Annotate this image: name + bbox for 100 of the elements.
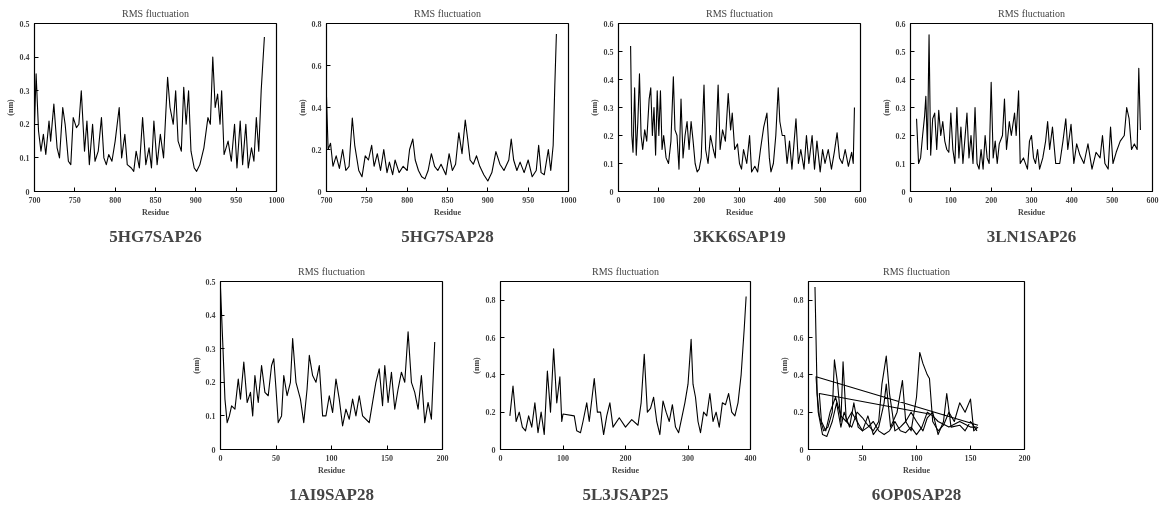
x-tick-label: 700	[320, 195, 333, 205]
x-tick-label: 950	[522, 195, 535, 205]
x-tick-label: 100	[652, 195, 665, 205]
x-axis-title: Residue	[433, 207, 462, 217]
chart-title: RMS fluctuation	[998, 7, 1065, 19]
text: 5HG7SAP28	[401, 226, 494, 246]
y-tick-label: 0.5	[895, 47, 906, 57]
x-axis-title: Residue	[902, 465, 931, 475]
x-tick-label: 100	[325, 453, 338, 463]
y-tick-label: 0.4	[311, 103, 322, 113]
x-axis-title: Residue	[141, 207, 170, 217]
y-axis-title: (nm)	[471, 356, 481, 374]
x-tick-label: 200	[436, 453, 449, 463]
y-tick-label: 0.1	[603, 159, 614, 169]
y-tick-label: 0.6	[311, 61, 322, 71]
y-tick-label: 0.2	[603, 131, 614, 141]
y-axis-title: (nm)	[5, 98, 15, 116]
x-tick-label: 700	[28, 195, 41, 205]
text: 5L3JSAP25	[582, 484, 669, 504]
text: 6OP0SAP28	[871, 484, 962, 504]
x-tick-label: 850	[441, 195, 454, 205]
y-tick-label: 0	[25, 187, 30, 197]
x-tick-label: 600	[854, 195, 867, 205]
x-tick-label: 0	[806, 453, 811, 463]
y-tick-label: 0.1	[205, 411, 216, 421]
y-tick-label: 0.2	[19, 120, 30, 130]
chart-title: RMS fluctuation	[298, 265, 365, 277]
y-tick-label: 0.6	[793, 333, 804, 343]
x-tick-label: 50	[272, 453, 280, 463]
y-tick-label: 0.4	[485, 370, 496, 380]
x-tick-label: 400	[1065, 195, 1078, 205]
x-axis-title: Residue	[317, 465, 346, 475]
y-tick-label: 0	[901, 187, 906, 197]
y-tick-label: 0.3	[895, 103, 906, 113]
x-tick-label: 900	[189, 195, 202, 205]
x-tick-label: 150	[381, 453, 393, 463]
x-tick-label: 500	[1106, 195, 1119, 205]
y-tick-label: 0.5	[603, 47, 614, 57]
chart-title: RMS fluctuation	[122, 7, 189, 19]
y-tick-label: 0.4	[895, 75, 906, 85]
y-tick-label: 0.4	[603, 75, 614, 85]
x-tick-label: 400	[744, 453, 757, 463]
text: 3KK6SAP19	[693, 226, 786, 246]
y-tick-label: 0.4	[205, 311, 216, 321]
x-tick-label: 100	[944, 195, 957, 205]
x-tick-label: 300	[1025, 195, 1038, 205]
x-tick-label: 400	[773, 195, 786, 205]
y-tick-label: 0.2	[485, 408, 496, 418]
x-tick-label: 300	[733, 195, 746, 205]
y-tick-label: 0.1	[895, 159, 906, 169]
y-tick-label: 0.6	[603, 19, 614, 29]
y-axis-title: (nm)	[589, 98, 599, 116]
y-tick-label: 0.6	[485, 333, 496, 343]
x-tick-label: 150	[964, 453, 977, 463]
x-tick-label: 750	[68, 195, 81, 205]
x-axis-title: Residue	[725, 207, 754, 217]
y-tick-label: 0.8	[793, 296, 804, 306]
y-tick-label: 0.2	[205, 378, 216, 388]
x-tick-label: 800	[109, 195, 122, 205]
x-tick-label: 0	[218, 453, 223, 463]
x-axis-title: Residue	[611, 465, 640, 475]
chart-title: RMS fluctuation	[592, 265, 659, 277]
y-tick-label: 0.2	[793, 408, 804, 418]
y-tick-label: 0.3	[603, 103, 614, 113]
chart-title: RMS fluctuation	[706, 7, 773, 19]
y-tick-label: 0.6	[895, 19, 906, 29]
y-tick-label: 0.5	[19, 19, 30, 29]
x-tick-label: 500	[814, 195, 827, 205]
x-tick-label: 200	[619, 453, 632, 463]
x-tick-label: 50	[858, 453, 867, 463]
y-tick-label: 0	[211, 445, 216, 455]
x-tick-label: 950	[230, 195, 243, 205]
x-tick-label: 750	[360, 195, 373, 205]
x-tick-label: 800	[401, 195, 414, 205]
y-axis-title: (nm)	[297, 98, 307, 116]
y-tick-label: 0	[609, 187, 614, 197]
x-tick-label: 600	[1146, 195, 1159, 205]
x-tick-label: 0	[498, 453, 503, 463]
x-tick-label: 0	[616, 195, 621, 205]
chart-title: RMS fluctuation	[883, 265, 950, 277]
x-tick-label: 0	[908, 195, 913, 205]
y-tick-label: 0.8	[485, 296, 496, 306]
text: 3LN1SAP26	[986, 226, 1077, 246]
x-tick-label: 1000	[268, 195, 285, 205]
x-tick-label: 200	[693, 195, 706, 205]
y-tick-label: 0	[317, 187, 322, 197]
x-tick-label: 1000	[560, 195, 577, 205]
x-tick-label: 900	[481, 195, 494, 205]
y-tick-label: 0.3	[19, 86, 30, 96]
y-tick-label: 0	[491, 445, 496, 455]
y-axis-title: (nm)	[191, 356, 201, 374]
y-tick-label: 0.2	[311, 145, 322, 155]
x-axis-title: Residue	[1017, 207, 1046, 217]
x-tick-label: 300	[682, 453, 694, 463]
x-tick-label: 100	[910, 453, 923, 463]
text: 5HG7SAP26	[109, 226, 202, 246]
y-tick-label: 0.3	[205, 344, 216, 354]
y-tick-label: 0.4	[19, 53, 30, 63]
x-tick-label: 850	[149, 195, 162, 205]
chart-title: RMS fluctuation	[414, 7, 481, 19]
